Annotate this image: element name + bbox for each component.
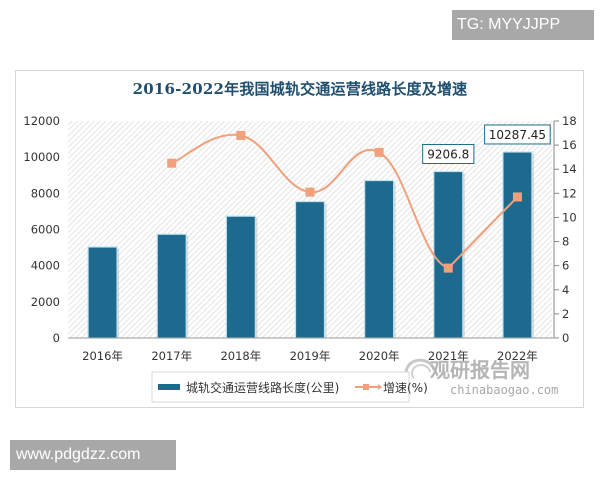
line-marker (512, 192, 522, 202)
data-label-box (422, 144, 475, 165)
x-axis-tick-label: 2018年 (220, 349, 261, 363)
left-axis-tick-label: 12000 (23, 114, 60, 128)
data-labels: 9206.8 10287.45 (422, 124, 551, 165)
right-axis-tick-label: 8 (562, 235, 569, 249)
bar-series (87, 151, 534, 339)
line-marker (374, 147, 384, 157)
right-axis-tick-label: 0 (562, 331, 569, 345)
x-axis-tick-label: 2022年 (497, 349, 538, 363)
right-axis-tick-label: 4 (562, 283, 569, 297)
line-series (167, 130, 522, 273)
legend-line-label: 增速(%) (383, 381, 428, 395)
data-label: 9206.8 (427, 148, 469, 162)
right-axis-tick-label: 10 (562, 210, 577, 224)
legend-bar-label: 城轨交通运营线路长度(公里) (186, 380, 339, 395)
right-axis-tick-label: 16 (562, 138, 577, 152)
right-axis-tick-label: 2 (562, 307, 569, 321)
chart-title: 2016-2022年我国城轨交通运营线路长度及增速 (132, 80, 468, 98)
left-axis-tick-label: 4000 (31, 259, 60, 273)
x-axis-tick-label: 2021年 (428, 349, 469, 363)
bar (294, 200, 326, 339)
legend-bar-swatch-icon (158, 384, 180, 390)
right-axis-tick-label: 14 (562, 162, 577, 176)
bar (502, 151, 533, 339)
right-axis-tick-label: 18 (562, 114, 577, 128)
bar (225, 215, 256, 339)
top-watermark-tag: TG: MYYJJPP (452, 10, 594, 40)
line-marker (305, 187, 315, 197)
line-marker (443, 263, 453, 273)
left-axis-tick-label: 8000 (31, 186, 60, 200)
bar (87, 246, 118, 339)
x-axis: 2016年 2017年 2018年 2019年 2020年 2021年 2022年 (68, 337, 554, 363)
right-axis-tick-label: 6 (562, 259, 569, 273)
bottom-watermark-tag: www.pdgdzz.com (10, 440, 176, 470)
logo-cn-text: 观研报告网 (430, 358, 530, 382)
x-axis-tick-label: 2016年 (82, 349, 123, 363)
bar (433, 170, 464, 339)
source-logo: 观研报告网 chinabaogao.com (404, 358, 558, 397)
right-axis-tick-label: 12 (562, 186, 577, 200)
left-axis: 0 2000 4000 6000 8000 10000 12000 (23, 114, 60, 345)
bar (156, 233, 187, 339)
data-label-box (484, 124, 551, 145)
left-axis-tick-label: 6000 (31, 223, 60, 237)
line-marker (236, 130, 246, 140)
x-axis-tick-label: 2019年 (290, 349, 331, 363)
left-axis-tick-label: 0 (53, 331, 60, 345)
data-label: 10287.45 (489, 128, 546, 142)
legend: 城轨交通运营线路长度(公里) 增速(%) (151, 371, 428, 403)
logo-en-text: chinabaogao.com (450, 383, 558, 397)
left-axis-tick-label: 10000 (23, 150, 60, 164)
legend-line-swatch-icon (355, 384, 382, 390)
x-axis-tick-label: 2017年 (151, 349, 192, 363)
x-axis-tick-label: 2020年 (359, 349, 400, 363)
bar (364, 179, 395, 339)
left-axis-tick-label: 2000 (31, 295, 60, 309)
line-marker (167, 158, 177, 168)
right-axis: 0 2 4 6 8 10 12 14 16 18 (553, 114, 577, 345)
